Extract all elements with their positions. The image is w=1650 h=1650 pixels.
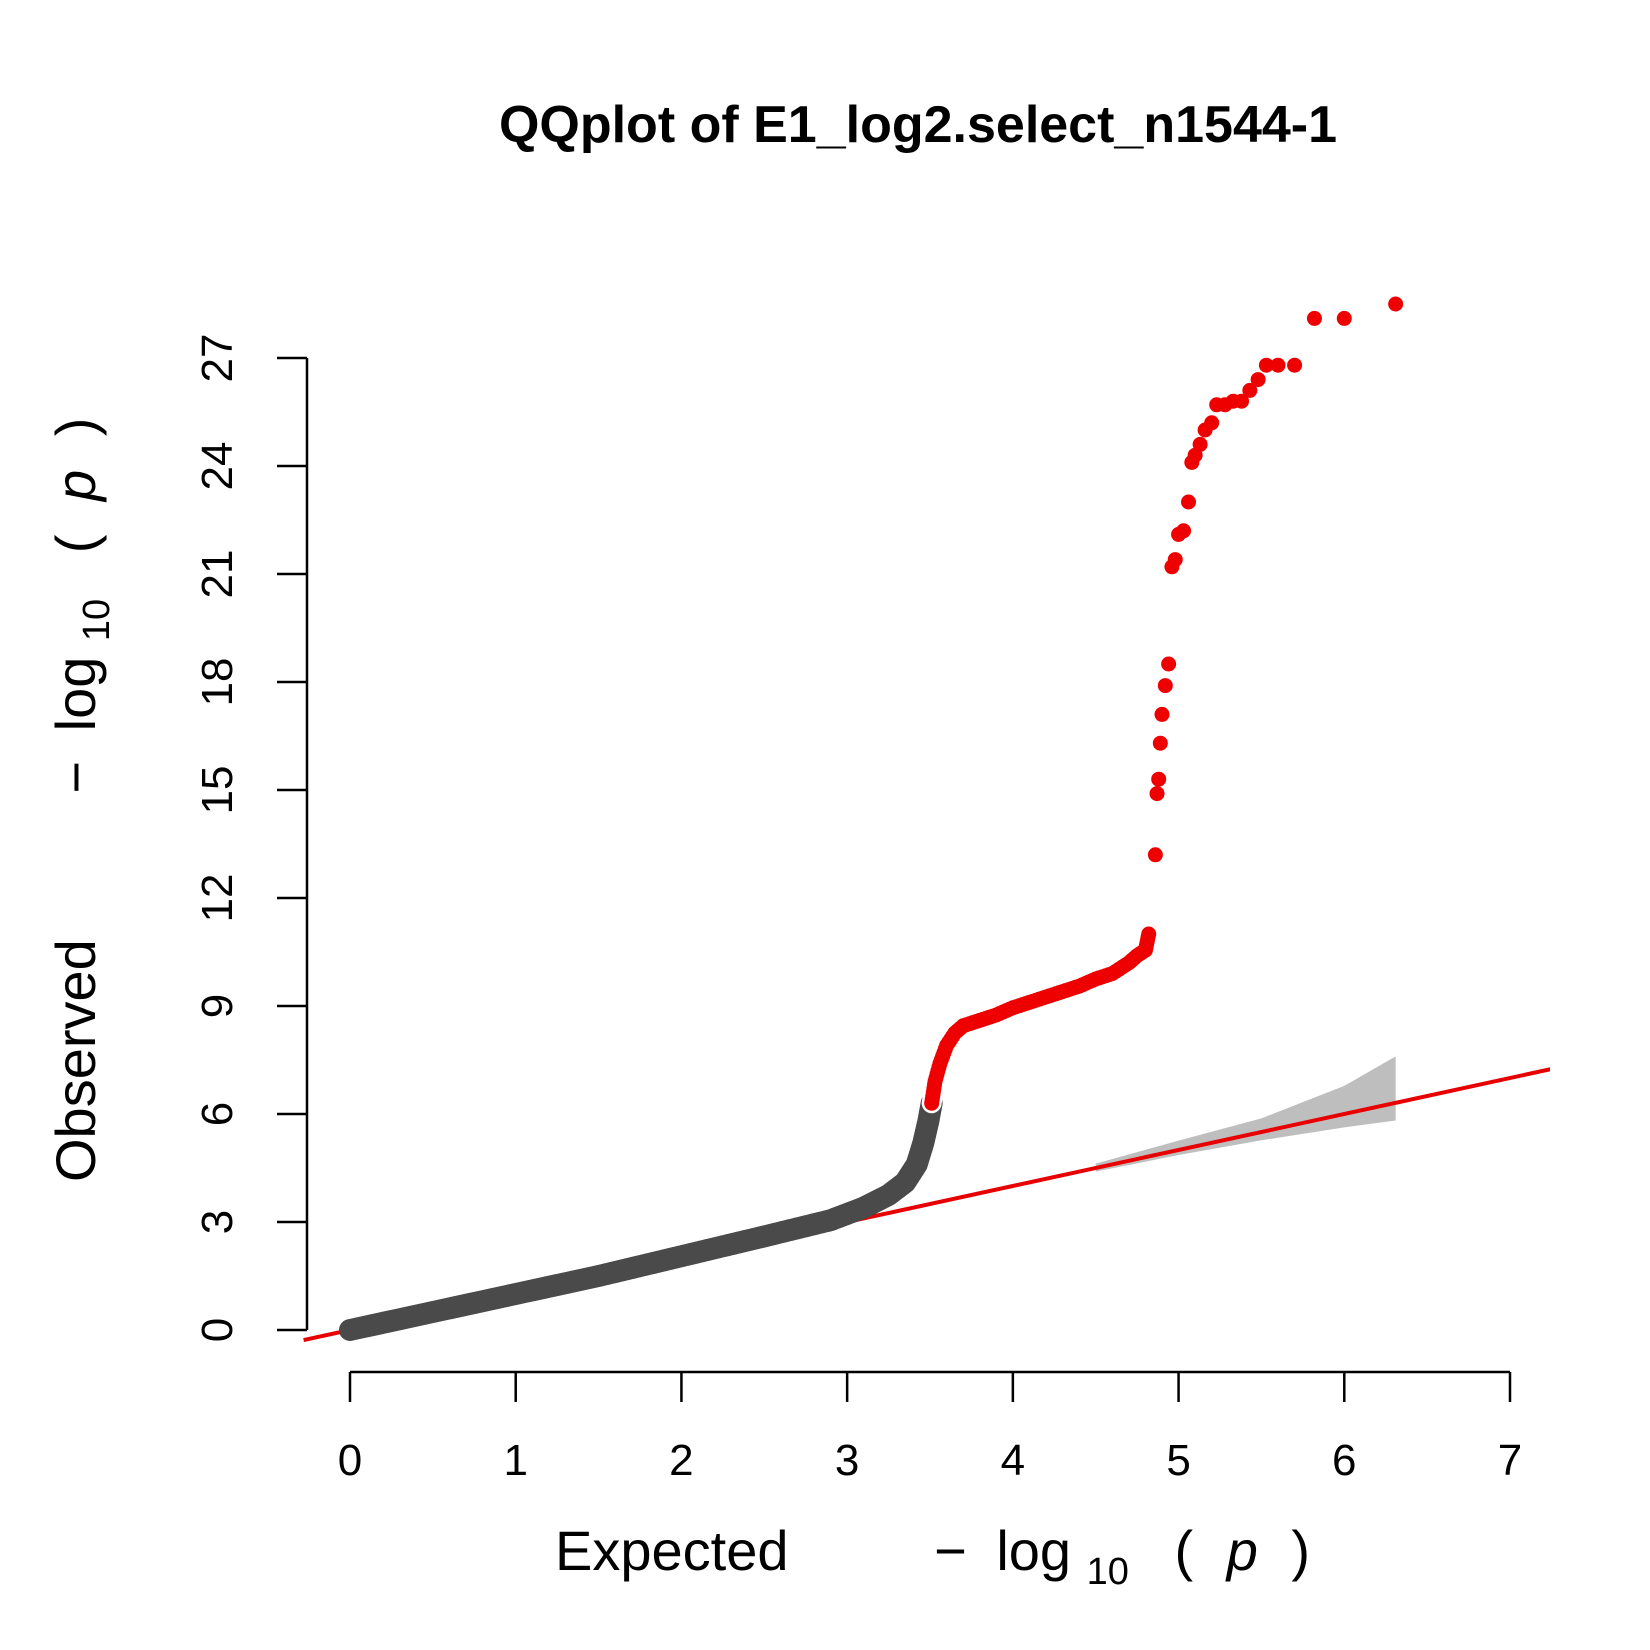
y-tick-label: 9 (193, 994, 242, 1018)
x-label-minus: − (934, 1519, 967, 1582)
x-label-p: p (1225, 1519, 1258, 1582)
x-label-log: log (996, 1519, 1071, 1582)
data-point-red (1287, 357, 1303, 373)
x-axis-label: Expected − log 10 ( p ) (555, 1519, 1310, 1596)
y-label-word: Observed (44, 939, 107, 1182)
points-above-threshold (921, 294, 1406, 1114)
y-tick-label: 27 (193, 334, 242, 383)
data-point-red (1204, 415, 1220, 431)
y-tick-label: 21 (193, 550, 242, 599)
x-tick-label: 6 (1332, 1436, 1356, 1485)
y-tick-label: 3 (193, 1210, 242, 1234)
x-label-lparen: ( (1174, 1519, 1193, 1582)
data-point-red (1151, 771, 1167, 787)
data-point-red (1167, 552, 1183, 568)
x-tick-label: 1 (503, 1436, 527, 1485)
data-point-red (1242, 382, 1258, 398)
x-tick-label: 0 (338, 1436, 362, 1485)
x-label-subscript: 10 (1087, 1551, 1129, 1593)
data-point-red (1306, 310, 1322, 326)
y-label-lparen: ( (44, 534, 107, 553)
data-point-red (1149, 786, 1165, 802)
x-tick-label: 3 (835, 1436, 859, 1485)
x-tick-label: 2 (669, 1436, 693, 1485)
x-axis: 0 1 2 3 4 5 6 7 (338, 1370, 1522, 1485)
y-label-minus: − (44, 761, 107, 794)
y-tick-label: 6 (193, 1102, 242, 1126)
x-label-rparen: ) (1291, 1519, 1310, 1582)
data-point-red (1154, 706, 1170, 722)
y-label-log: log (44, 657, 107, 732)
x-tick-label: 5 (1166, 1436, 1190, 1485)
data-point-red (1176, 523, 1192, 539)
data-point-red (1336, 310, 1352, 326)
data-point-red (1141, 926, 1157, 942)
chart-title: QQplot of E1_log2.select_n1544-1 (499, 96, 1337, 154)
data-point-red (1152, 735, 1168, 751)
data-point-red (1192, 436, 1208, 452)
x-tick-label: 4 (1001, 1436, 1025, 1485)
data-point-red (1388, 296, 1404, 312)
y-tick-label: 24 (193, 442, 242, 491)
data-point-red (1234, 393, 1250, 409)
data-point-red (1161, 656, 1177, 672)
data-point-red (1250, 372, 1266, 388)
y-tick-label: 12 (193, 874, 242, 923)
y-axis-label: Observed − log 10 ( p ) (44, 418, 121, 1182)
y-label-rparen: ) (44, 418, 107, 437)
data-point-red (1270, 357, 1286, 373)
y-label-subscript: 10 (76, 599, 118, 641)
data-point-red (1258, 357, 1274, 373)
y-tick-label: 15 (193, 766, 242, 815)
y-label-p: p (44, 470, 107, 503)
data-point-red (1181, 494, 1197, 510)
data-point-red (1147, 847, 1163, 863)
y-tick-label: 0 (193, 1318, 242, 1342)
points-below-threshold (339, 1092, 943, 1341)
data-point-red (1157, 678, 1173, 694)
y-axis: 0 3 6 9 12 15 18 21 24 27 (193, 334, 309, 1342)
y-tick-label: 18 (193, 658, 242, 707)
x-tick-label: 7 (1498, 1436, 1522, 1485)
x-label-word: Expected (555, 1519, 789, 1582)
